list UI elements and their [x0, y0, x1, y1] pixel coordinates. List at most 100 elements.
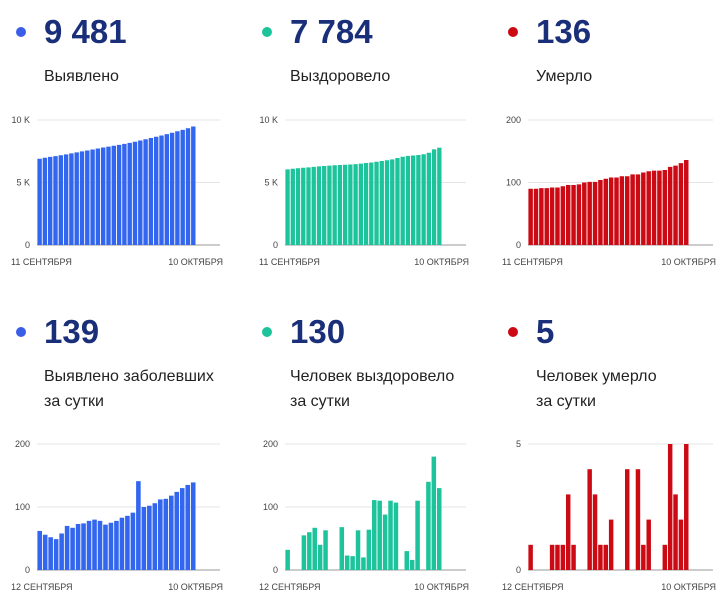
bar — [416, 155, 421, 245]
stat-label-line: Человек умерло — [536, 368, 657, 385]
bar — [565, 494, 571, 570]
bar — [651, 170, 657, 246]
legend-dot — [262, 327, 272, 337]
stat-label: Выявлено заболевших за сутки — [44, 364, 214, 414]
stat-label-line: за сутки — [44, 393, 104, 410]
bar — [116, 144, 122, 246]
bar — [143, 139, 148, 245]
bar — [311, 166, 316, 246]
y-tick-label: 100 — [263, 502, 278, 512]
bar — [316, 166, 322, 246]
bar — [168, 495, 174, 570]
bar — [353, 164, 358, 246]
bar — [405, 155, 411, 246]
bar — [372, 500, 377, 570]
bar — [390, 159, 395, 246]
bar — [74, 152, 79, 246]
bar — [332, 165, 337, 245]
bar — [179, 488, 185, 570]
stat-panel-died-total: 136 Умерло — [492, 0, 725, 300]
bar — [673, 494, 678, 570]
x-end-label: 10 ОКТЯБРЯ — [661, 582, 716, 590]
bar — [53, 156, 58, 246]
bar — [426, 481, 431, 570]
y-tick-label: 100 — [15, 502, 30, 512]
bar — [384, 160, 390, 245]
bar — [608, 519, 614, 570]
x-end-label: 10 ОКТЯБРЯ — [414, 257, 469, 267]
bar — [641, 172, 646, 245]
y-tick-label: 100 — [506, 178, 521, 188]
bar — [152, 503, 158, 570]
bar — [393, 502, 399, 570]
bar — [53, 539, 59, 570]
bar — [127, 142, 132, 246]
bar — [174, 491, 180, 570]
legend-dot — [508, 327, 518, 337]
stat-value: 9 481 — [44, 13, 127, 50]
bar — [191, 126, 196, 245]
bar — [147, 505, 152, 570]
bar — [64, 525, 70, 570]
bar — [119, 517, 125, 570]
bar-chart: 0 5 12 СЕНТЯБРЯ 10 ОКТЯБРЯ — [502, 439, 716, 590]
bar — [560, 186, 566, 245]
stat-value: 5 — [536, 313, 555, 350]
stat-label-line: Человек выздоровело — [290, 368, 455, 385]
stat-label: Выявлено — [44, 64, 119, 89]
bar — [175, 131, 180, 245]
stat-panel-detected-total: 9 481 Выявлено — [0, 0, 240, 300]
bar — [58, 155, 63, 245]
bar — [662, 544, 668, 570]
bar — [48, 537, 53, 570]
bar — [411, 155, 416, 245]
bar — [339, 527, 345, 570]
x-start-label: 11 СЕНТЯБРЯ — [259, 257, 320, 267]
x-start-label: 12 СЕНТЯБРЯ — [502, 582, 564, 590]
bar — [549, 544, 555, 570]
bar — [355, 530, 361, 570]
bar — [190, 482, 196, 570]
bar — [37, 158, 42, 245]
bar — [158, 499, 163, 570]
bar — [657, 170, 662, 246]
bar — [560, 544, 566, 570]
y-tick-label: 10 K — [259, 115, 278, 125]
bar — [684, 160, 689, 245]
bar — [37, 530, 42, 570]
x-start-label: 12 СЕНТЯБРЯ — [11, 582, 73, 590]
y-tick-label: 5 K — [264, 178, 278, 188]
bar — [592, 494, 598, 570]
x-start-label: 11 СЕНТЯБРЯ — [502, 257, 563, 267]
bar — [185, 128, 191, 245]
bar — [169, 132, 175, 245]
bar — [630, 174, 635, 246]
bar — [678, 519, 684, 570]
bar — [587, 469, 592, 570]
bar — [379, 161, 384, 245]
legend-dot — [508, 27, 518, 37]
bar — [42, 157, 48, 245]
bar — [106, 146, 111, 246]
bar — [400, 156, 405, 245]
bar — [348, 164, 353, 245]
bar — [180, 129, 185, 246]
bar — [603, 178, 608, 245]
bar — [635, 469, 641, 570]
bar — [285, 549, 290, 570]
bar-chart: 0 5 K 10 K 11 СЕНТЯБРЯ 10 ОКТЯБРЯ — [259, 115, 469, 267]
bar — [377, 500, 382, 570]
bar — [415, 500, 420, 570]
stat-label-line: Выявлено заболевших — [44, 368, 214, 385]
bar — [342, 164, 348, 245]
bar — [306, 167, 311, 246]
bar — [528, 188, 533, 245]
bar — [678, 163, 684, 246]
bar — [138, 140, 143, 245]
bar — [290, 168, 295, 245]
bar — [81, 523, 86, 570]
y-tick-label: 0 — [273, 565, 278, 575]
bar — [646, 519, 651, 570]
bar — [437, 147, 442, 245]
bar — [363, 163, 369, 245]
